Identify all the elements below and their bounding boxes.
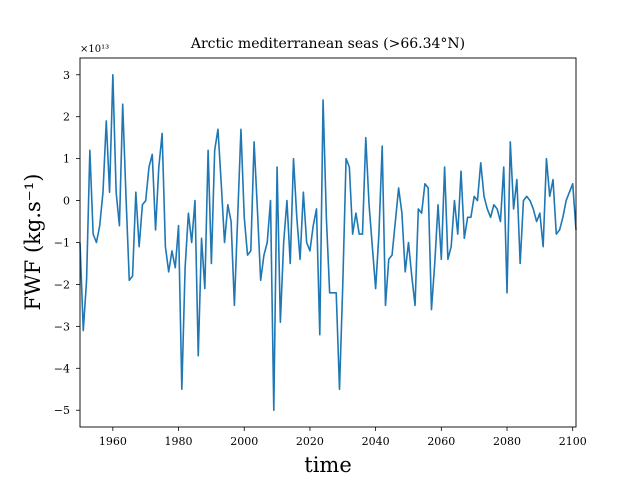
x-tick-label: 2080	[493, 435, 521, 448]
y-tick-label: 1	[63, 153, 70, 166]
y-tick-label: −4	[54, 362, 70, 375]
y-tick-label: −2	[54, 278, 70, 291]
x-axis-label: time	[304, 453, 352, 477]
y-tick-label: −5	[54, 404, 70, 417]
plot-frame	[79, 57, 577, 428]
y-multiplier: ×10¹³	[80, 44, 109, 55]
chart-title: Arctic mediterranean seas (>66.34°N)	[190, 36, 465, 52]
y-tick-label: 3	[63, 69, 70, 82]
x-tick-label: 2060	[427, 435, 455, 448]
x-tick-label: 2020	[296, 435, 324, 448]
y-tick-label: −1	[54, 237, 70, 250]
x-tick-label: 2040	[362, 435, 390, 448]
x-tick-label: 1980	[165, 435, 193, 448]
x-tick-label: 2100	[559, 435, 587, 448]
y-tick-label: −3	[54, 320, 70, 333]
series-line	[79, 73, 577, 412]
y-tick-label: 2	[63, 111, 70, 124]
x-tick-label: 2000	[230, 435, 258, 448]
y-axis-label: FWF (kg.s⁻¹)	[21, 174, 45, 311]
y-tick-label: 0	[63, 195, 70, 208]
x-tick-label: 1960	[99, 435, 127, 448]
